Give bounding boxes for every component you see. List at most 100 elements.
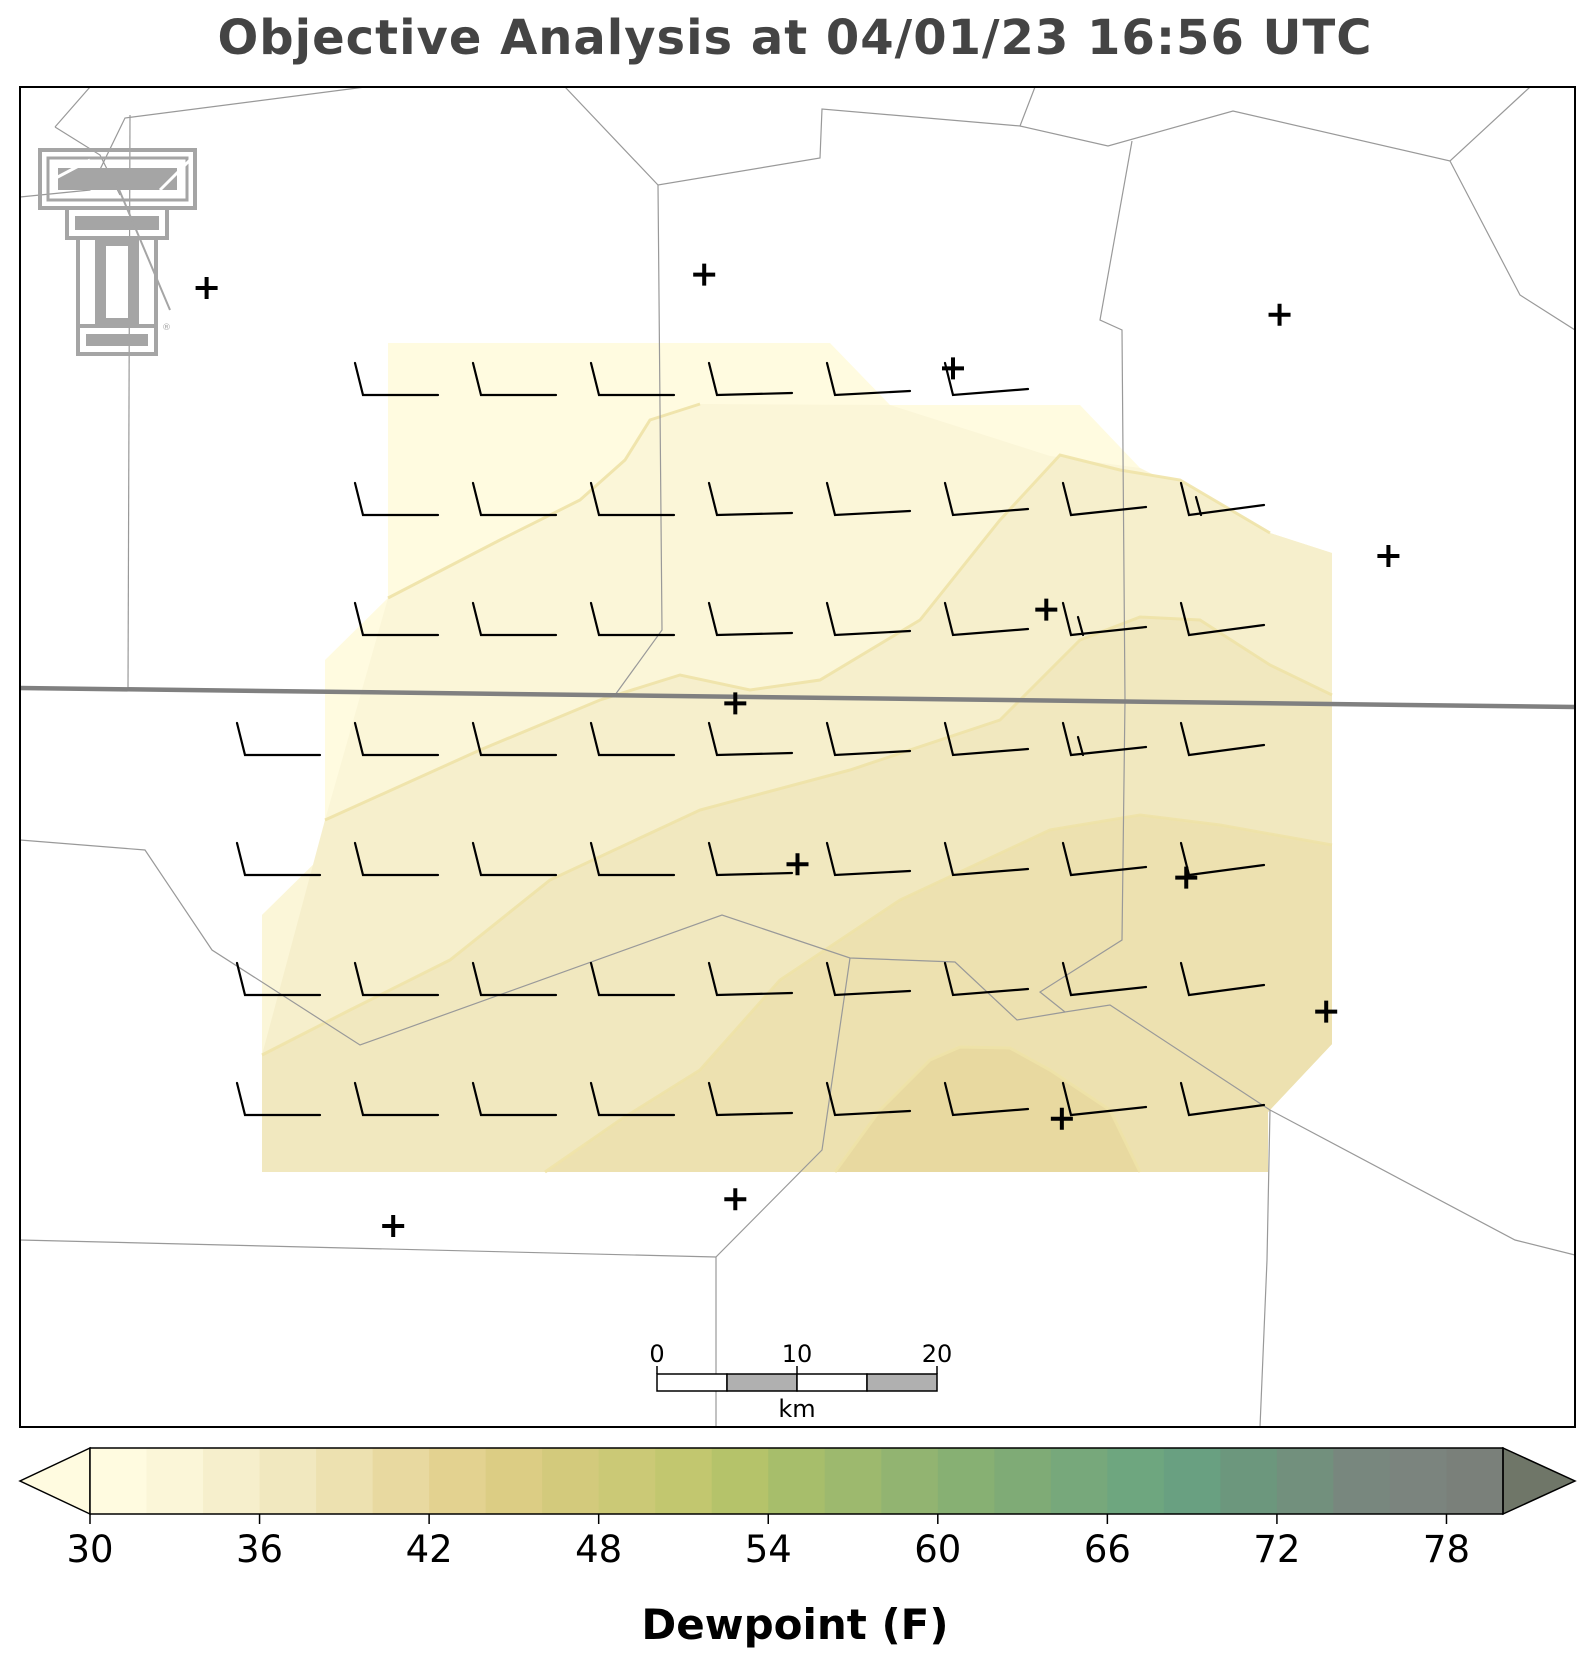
colorbar-bin [655,1448,713,1514]
colorbar-bin [1050,1448,1108,1514]
colorbar-bin [1389,1448,1448,1514]
state-border [20,685,1575,710]
logo-registered-mark: ® [162,323,171,333]
wind-barb [825,601,912,637]
wind-barb [943,841,1030,877]
map-frame [19,86,1576,1428]
wind-barb [235,841,322,877]
station-marker [1175,866,1198,889]
colorbar-tick-label: 30 [66,1528,114,1571]
wind-barb [353,1081,440,1117]
station-markers [195,263,1400,1237]
colorbar-tick-label: 66 [1083,1528,1131,1571]
colorbar-bin [598,1448,656,1514]
colorbar-tick-label: 60 [914,1528,962,1571]
wind-barb [353,601,440,637]
wind-barb [235,721,322,757]
colorbar-bin [542,1448,600,1514]
station-marker [195,277,218,299]
station-marker [724,1188,747,1211]
colorbar-bin [146,1448,204,1514]
wind-barb [471,361,558,397]
wind-barb [1179,1081,1266,1117]
wind-barb [825,961,912,997]
station-marker [382,1215,405,1237]
scale-unit: km [778,1395,815,1423]
wind-barb [943,601,1030,637]
wind-barb [353,361,440,397]
wind-barb [589,1081,676,1117]
wind-barb [707,841,794,877]
colorbar-bin [881,1448,939,1514]
wind-barb [707,361,794,397]
colorbar-bin [768,1448,826,1514]
colorbar-bin [1276,1448,1335,1514]
dewpoint-field [261,343,1333,1174]
colorbar-bin [90,1448,148,1514]
colorbar-bin [1107,1448,1165,1514]
colorbar-tick-label: 36 [236,1528,284,1571]
colorbar-over-arrow [1502,1446,1577,1516]
map-title: Objective Analysis at 04/01/23 16:56 UTC [217,10,1373,66]
texas-tech-double-t-logo [38,148,197,356]
colorbar-tick-label: 78 [1422,1528,1471,1571]
colorbar-bin [1446,1448,1504,1514]
wind-barb [589,361,676,397]
station-marker [1315,1000,1338,1023]
station-marker [786,853,809,876]
wind-barb [1179,961,1266,997]
colorbar-label: Dewpoint (F) [641,1600,949,1649]
wind-barb [825,721,912,757]
wind-barb [589,481,676,517]
wind-barb [235,961,322,997]
wind-barb [353,841,440,877]
wind-barb [825,1081,912,1117]
colorbar-bin [372,1448,430,1514]
wind-barb [589,721,676,757]
colorbar [18,1446,1577,1524]
dewpoint-region-40-42 [835,1047,1140,1172]
wind-barb [707,721,794,757]
colorbar-tick-label: 42 [405,1528,453,1571]
colorbar-bin [994,1448,1052,1514]
station-marker [724,692,747,715]
wind-barbs [235,361,1266,1117]
wind-barb [589,841,676,877]
wind-barb [353,481,440,517]
wind-barb [471,841,558,877]
colorbar-bin [316,1448,374,1514]
colorbar-bin [937,1448,995,1514]
colorbar-under-arrow [18,1446,91,1516]
colorbar-bin [711,1448,769,1514]
wind-barb [943,1081,1030,1117]
wind-barb [943,961,1030,997]
wind-barb [943,721,1030,757]
dewpoint-region-38-40 [545,815,1332,1172]
wind-barb [707,481,794,517]
wind-barb [1179,841,1266,877]
station-marker [942,357,964,380]
wind-barb [707,1081,794,1117]
county-borders [20,87,1575,1427]
station-marker [1050,1107,1073,1130]
wind-barb [1061,841,1148,877]
wind-barb [1179,481,1266,517]
wind-barb [1179,721,1266,757]
station-marker [1377,545,1400,567]
wind-barb [1061,481,1148,517]
colorbar-bin [824,1448,882,1514]
wind-barb [943,481,1030,517]
wind-barb [589,601,676,637]
colorbar-bin [203,1448,261,1514]
wind-barb [471,721,558,757]
wind-barb [825,361,912,397]
wind-barb [707,601,794,637]
wind-barb [471,1081,558,1117]
wind-barb [589,961,676,997]
station-marker [693,263,716,286]
wind-barb [471,481,558,517]
wind-barb [943,361,1030,397]
wind-barb [1179,601,1266,637]
colorbar-bin [1333,1448,1391,1514]
